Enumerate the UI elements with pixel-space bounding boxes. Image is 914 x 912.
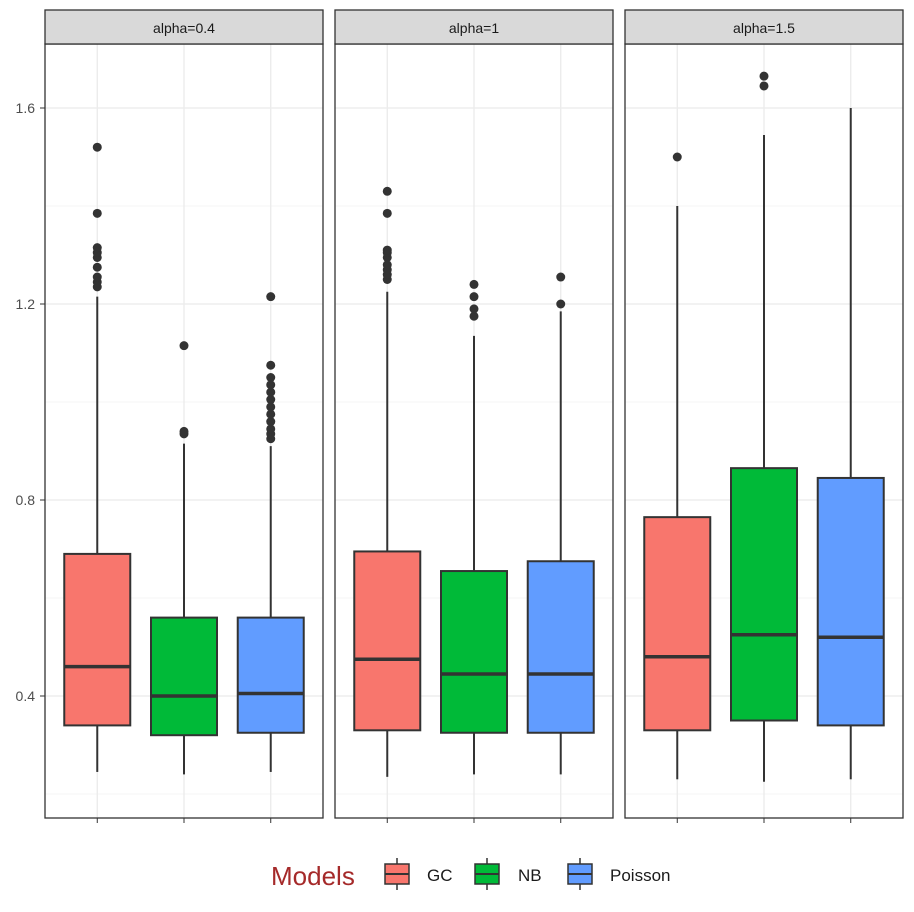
strip-label: alpha=1 [449,20,499,36]
strip-label: alpha=1.5 [733,20,795,36]
facet-panel-2: alpha=1.5 [624,9,904,823]
legend-entry-Poisson: Poisson [567,858,670,890]
outlier-point-8 [92,142,102,152]
y-tick-label-2: 1.2 [16,296,36,312]
outlier-point-9 [266,373,276,382]
outlier-point-6 [92,243,102,253]
legend-title: Models [271,861,355,891]
outlier-point-0 [469,311,479,321]
box-NB [150,341,218,775]
box-NB [440,279,508,775]
box-Poisson [526,272,595,775]
y-tick-label-0: 0.4 [16,688,36,704]
box-iqr [440,570,508,734]
box-iqr [816,476,885,727]
outlier-point-3 [382,260,392,270]
outlier-point-2 [92,272,102,282]
outlier-point-7 [382,208,392,218]
box-Poisson [816,108,885,780]
facet-panels: alpha=0.4 alpha=1 alpha=1.5 [44,9,904,823]
strip-label: alpha=0.4 [153,20,215,36]
outlier-point-6 [382,245,392,255]
outlier-point-1 [469,304,479,314]
legend-label: GC [427,866,453,885]
box-iqr [643,516,712,732]
outlier-point-1 [179,426,189,436]
box-GC [353,186,422,777]
y-axis: 0.4 0.8 1.2 1.6 [16,100,45,704]
box-iqr [150,616,218,737]
outlier-point-6 [266,395,276,405]
outlier-point-2 [179,341,189,351]
outlier-point-0 [556,299,566,309]
outlier-point-1 [759,71,769,81]
facet-panel-0: alpha=0.4 [44,9,324,823]
box-iqr [730,467,798,722]
outlier-point-2 [266,424,276,434]
outlier-point-8 [382,186,392,196]
legend-entry-NB: NB [474,858,542,890]
outlier-point-8 [266,380,276,390]
outlier-point-7 [266,387,276,397]
outlier-point-0 [672,152,682,162]
outlier-point-3 [92,262,102,272]
y-tick-label-3: 1.6 [16,100,36,116]
outlier-point-11 [266,292,276,302]
outlier-point-10 [266,360,276,370]
legend-label: Poisson [610,866,670,885]
y-tick-label-1: 0.8 [16,492,36,508]
outlier-point-2 [469,292,479,302]
legend-label: NB [518,866,542,885]
facet-panel-1: alpha=1 [334,9,614,823]
box-iqr [353,550,422,732]
box-GC [643,152,712,780]
legend: Models GC NB Poisson [271,858,670,891]
outlier-point-1 [556,272,566,282]
outlier-point-5 [266,402,276,412]
strip-header [44,9,324,45]
box-iqr [63,552,132,727]
strip-header [334,9,614,45]
strip-header [624,9,904,45]
box-Poisson [236,292,305,772]
outlier-point-4 [266,409,276,419]
box-iqr [526,560,595,734]
outlier-point-0 [759,81,769,91]
box-NB [730,71,798,782]
legend-entries: GC NB Poisson [384,858,670,890]
box-iqr [236,616,305,734]
outlier-point-3 [469,279,479,289]
legend-entry-GC: GC [384,858,453,890]
outlier-point-7 [92,208,102,218]
box-GC [63,142,132,772]
outlier-point-3 [266,417,276,427]
